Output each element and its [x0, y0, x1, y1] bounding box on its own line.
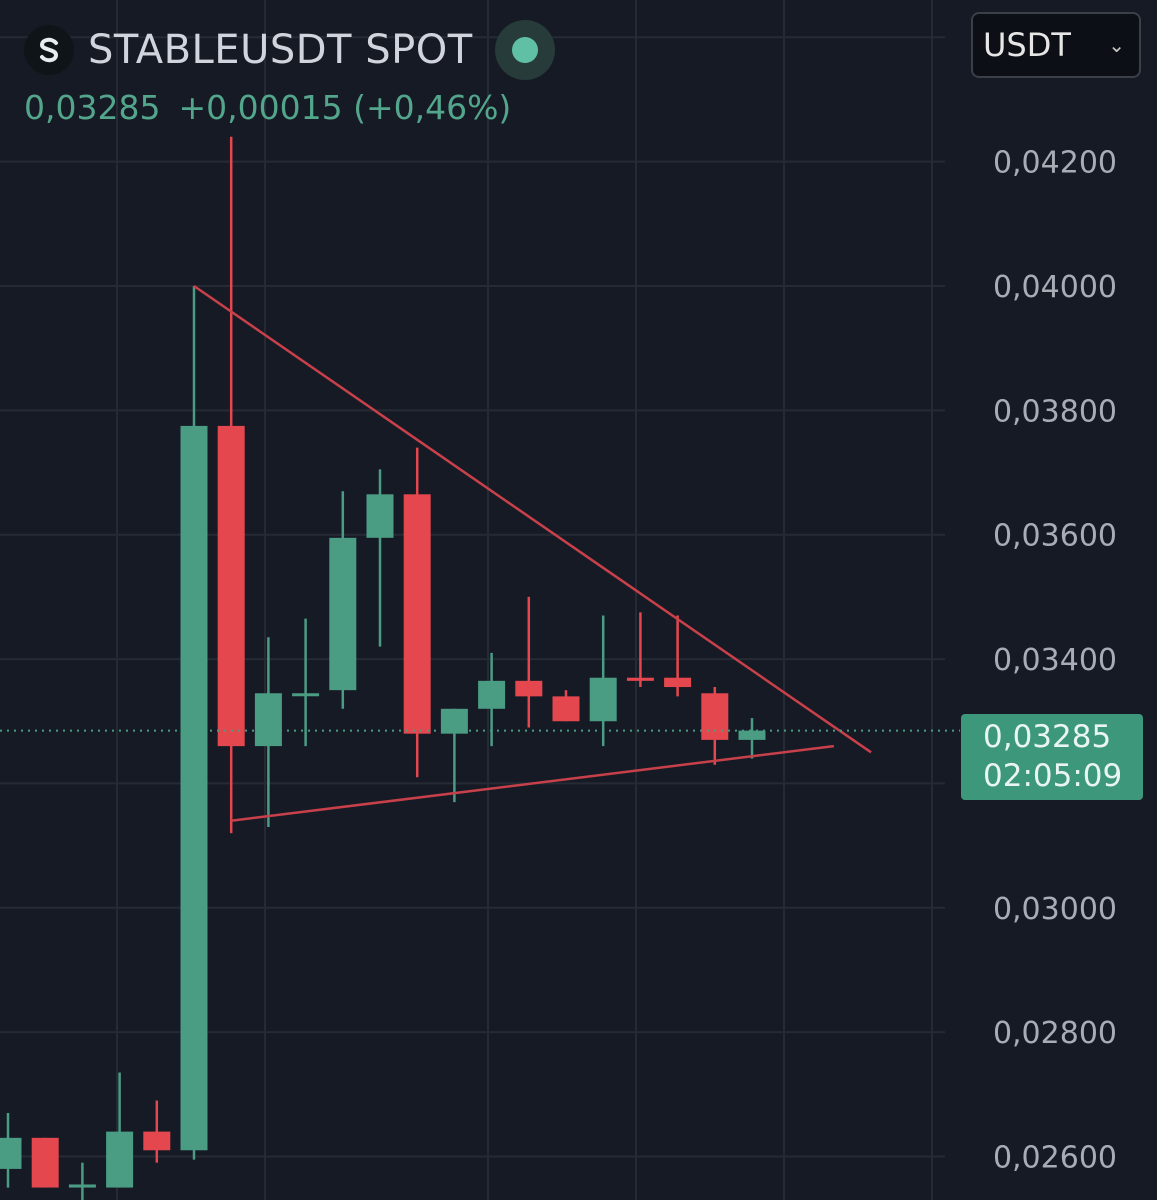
candle-body: [217, 425, 245, 747]
current-price-tag: 0,03285 02:05:09: [961, 714, 1143, 800]
price-axis-label: 0,04200: [993, 146, 1117, 181]
price-axis[interactable]: 0,044000,042000,040000,038000,036000,034…: [993, 21, 1117, 1175]
candle-body: [68, 1184, 96, 1188]
candle-body: [440, 708, 468, 734]
candle-body: [738, 730, 766, 740]
candle-body: [366, 494, 394, 538]
symbol-title[interactable]: STABLEUSDT SPOT: [88, 27, 473, 73]
last-price: 0,03285: [24, 88, 161, 127]
candle-body: [106, 1131, 134, 1188]
candle-body: [552, 696, 580, 722]
currency-select[interactable]: USDT ⌄: [971, 12, 1141, 78]
price-axis-label: 0,03800: [993, 394, 1117, 429]
candles: [0, 136, 766, 1200]
candle-body: [664, 677, 692, 688]
price-summary: 0,03285 +0,00015 (+0,46%): [24, 88, 511, 127]
candle-body: [0, 1137, 22, 1169]
candle-body: [143, 1131, 171, 1151]
market-status-indicator: [494, 20, 555, 80]
candle-body: [31, 1137, 59, 1188]
price-axis-label: 0,03600: [993, 519, 1117, 554]
price-axis-label: 0,04000: [993, 270, 1117, 305]
chart-header: STABLEUSDT SPOT: [24, 20, 555, 80]
trendline-lower[interactable]: [231, 744, 834, 822]
candle-body: [292, 693, 320, 697]
candle-body: [626, 677, 654, 681]
stable-logo-icon: [24, 25, 74, 75]
price-change: +0,00015 (+0,46%): [178, 88, 512, 127]
price-axis-label: 0,02600: [993, 1140, 1117, 1175]
candle-body: [329, 537, 357, 691]
candle-body: [478, 680, 506, 709]
trendlines: [193, 284, 872, 822]
candle-body: [254, 693, 282, 747]
candle-body: [515, 680, 543, 697]
chevron-down-icon: ⌄: [1108, 33, 1125, 57]
currency-select-value: USDT: [983, 26, 1071, 64]
candle-countdown: 02:05:09: [983, 758, 1123, 794]
price-axis-label: 0,03000: [993, 892, 1117, 927]
trendline-upper[interactable]: [193, 284, 872, 754]
candle-body: [701, 693, 729, 740]
candle-body: [589, 677, 617, 722]
candle-body: [180, 425, 208, 1151]
current-price-value: 0,03285: [983, 719, 1112, 756]
price-axis-label: 0,02800: [993, 1016, 1117, 1051]
grid-lines: [0, 0, 945, 1200]
status-dot-icon: [511, 37, 538, 63]
candle-body: [403, 494, 431, 734]
price-axis-label: 0,03400: [993, 643, 1117, 678]
